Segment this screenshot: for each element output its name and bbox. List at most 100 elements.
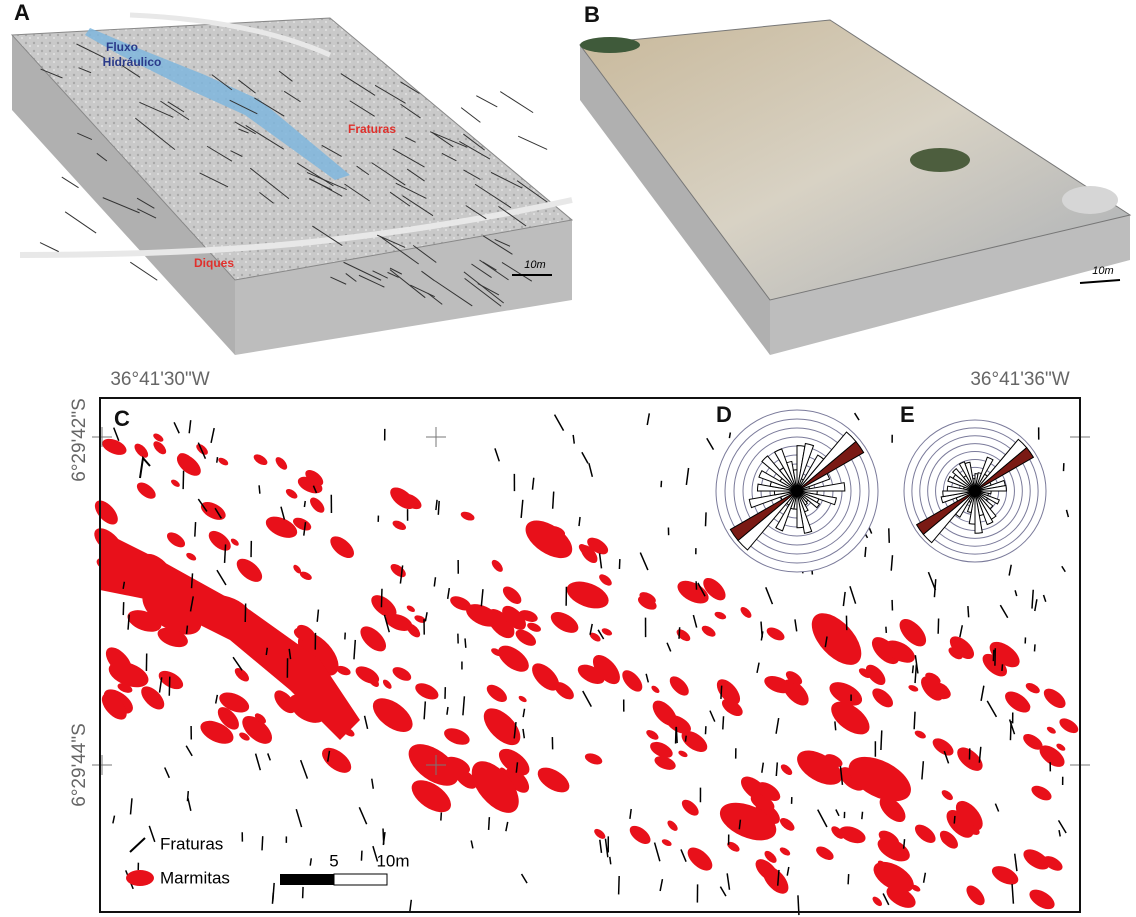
pothole bbox=[367, 692, 419, 739]
fracture bbox=[522, 874, 528, 883]
fracture bbox=[630, 809, 631, 819]
fracture bbox=[365, 716, 368, 729]
pothole bbox=[627, 822, 654, 847]
pothole bbox=[100, 436, 129, 459]
pothole bbox=[1024, 681, 1041, 695]
fracture bbox=[855, 413, 859, 420]
block-diagram-b: B 10m bbox=[580, 2, 1130, 355]
pothole bbox=[940, 788, 955, 802]
fracture bbox=[795, 619, 797, 631]
fracture bbox=[954, 816, 955, 824]
fracture bbox=[862, 812, 863, 819]
pothole bbox=[205, 527, 234, 554]
fracture bbox=[1034, 644, 1035, 651]
pothole bbox=[597, 572, 614, 588]
fracture bbox=[600, 553, 602, 568]
pothole bbox=[679, 797, 701, 819]
fracture bbox=[787, 867, 789, 876]
fracture bbox=[521, 500, 523, 518]
pothole bbox=[307, 495, 327, 515]
fracture bbox=[685, 736, 686, 742]
pothole bbox=[869, 685, 896, 711]
scale-bar bbox=[280, 874, 334, 885]
pothole bbox=[151, 439, 168, 457]
flow-label: Fluxo bbox=[106, 40, 138, 54]
fractures-label: Fraturas bbox=[348, 122, 396, 136]
fracture bbox=[679, 627, 680, 639]
fracture bbox=[968, 606, 969, 617]
pothole bbox=[645, 728, 661, 742]
fracture bbox=[268, 753, 271, 760]
pothole bbox=[381, 678, 393, 690]
fracture bbox=[995, 804, 998, 812]
pothole bbox=[132, 441, 151, 460]
fracture bbox=[281, 507, 284, 520]
fracture bbox=[583, 691, 592, 707]
pothole bbox=[661, 838, 673, 848]
pothole bbox=[666, 819, 680, 833]
north-arrow bbox=[140, 458, 150, 478]
pothole bbox=[619, 667, 646, 695]
fracture bbox=[619, 876, 620, 894]
fracture bbox=[589, 463, 592, 477]
pothole bbox=[583, 751, 603, 766]
pothole bbox=[837, 823, 868, 846]
fracture bbox=[523, 709, 524, 717]
fracture bbox=[256, 754, 261, 771]
pothole bbox=[326, 532, 357, 562]
pothole bbox=[91, 496, 122, 528]
panel-label: B bbox=[584, 2, 600, 27]
fracture bbox=[272, 893, 273, 904]
fracture bbox=[1009, 565, 1011, 576]
fracture bbox=[600, 840, 602, 853]
panel-label: C bbox=[114, 406, 130, 431]
fracture bbox=[188, 798, 191, 811]
pothole bbox=[519, 513, 579, 566]
fracture bbox=[216, 695, 218, 704]
fracture bbox=[762, 763, 763, 773]
pothole bbox=[700, 624, 718, 639]
fracture bbox=[655, 843, 660, 862]
pothole bbox=[907, 684, 919, 693]
fracture bbox=[192, 573, 193, 588]
fracture bbox=[667, 643, 671, 652]
fracture bbox=[835, 721, 836, 730]
pothole bbox=[814, 844, 836, 863]
fracture bbox=[681, 849, 686, 861]
fracture bbox=[354, 640, 355, 659]
fracture bbox=[915, 664, 916, 683]
vegetation bbox=[910, 148, 970, 172]
fracture bbox=[582, 452, 588, 463]
fracture bbox=[1010, 721, 1011, 740]
fracture bbox=[113, 816, 115, 824]
fracture bbox=[532, 478, 533, 490]
pothole bbox=[675, 627, 693, 643]
pothole bbox=[803, 604, 871, 673]
fracture bbox=[186, 746, 192, 756]
fracture bbox=[1062, 566, 1065, 572]
fracture bbox=[1015, 590, 1017, 596]
fracture bbox=[776, 762, 777, 776]
longitude-label: 36°41'30"W bbox=[110, 369, 209, 390]
fracture bbox=[843, 592, 845, 606]
flow-label: Hidráulico bbox=[103, 55, 162, 69]
fracture bbox=[981, 686, 984, 701]
fracture bbox=[960, 625, 962, 637]
fracture bbox=[1059, 830, 1060, 836]
fracture bbox=[225, 544, 226, 562]
pothole bbox=[714, 610, 728, 620]
fracture bbox=[461, 108, 480, 123]
fracture bbox=[262, 836, 263, 850]
pothole bbox=[252, 452, 269, 467]
latitude-label: 6°29'44"S bbox=[69, 723, 90, 806]
fracture bbox=[710, 711, 715, 722]
pothole bbox=[533, 763, 573, 798]
fracture bbox=[881, 730, 882, 750]
fracture bbox=[720, 887, 726, 897]
block-diagram-a: A Fluxo Hidráulico Fraturas Diques 10m bbox=[12, 0, 572, 355]
fracture bbox=[1002, 664, 1003, 671]
fracture bbox=[359, 807, 366, 824]
scale-label: 5 bbox=[329, 851, 338, 870]
fracture bbox=[211, 428, 214, 443]
fracture bbox=[372, 779, 374, 789]
